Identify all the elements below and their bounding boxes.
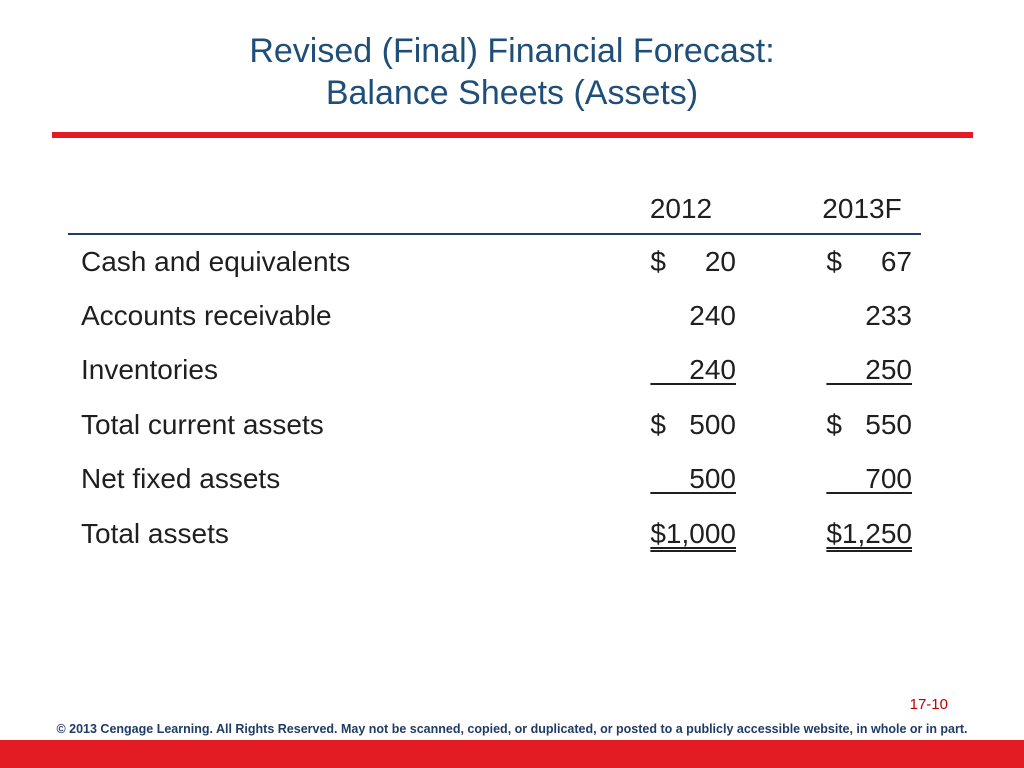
value-2012: 500 (650, 463, 736, 494)
value-2013f: $ 67 (826, 246, 912, 277)
copyright-notice: © 2013 Cengage Learning. All Rights Rese… (56, 722, 968, 736)
value-2012: 240 (689, 300, 736, 331)
footer-bar (0, 740, 1024, 768)
value-2012: $ 20 (650, 246, 736, 277)
slide-title: Revised (Final) Financial Forecast: Bala… (0, 30, 1024, 114)
row-label: Accounts receivable (81, 300, 332, 331)
slide-number: 17-10 (909, 696, 948, 713)
row-label: Total current assets (81, 409, 324, 440)
slide-title-line-2: Balance Sheets (Assets) (325, 74, 699, 112)
column-header-2013f: 2013F (822, 193, 902, 224)
table-header-rule (68, 233, 921, 235)
title-divider (52, 132, 973, 138)
row-label: Total assets (81, 518, 229, 549)
value-2013f: 233 (865, 300, 912, 331)
value-2012: $ 500 (650, 409, 736, 440)
value-2013f: 700 (826, 463, 912, 494)
value-2013f: $ 550 (826, 409, 912, 440)
value-2013f: 250 (826, 354, 912, 385)
row-label: Inventories (81, 354, 218, 385)
value-2012: 240 (650, 354, 736, 385)
value-2012: $1,000 (650, 518, 736, 549)
slide-title-line-1: Revised (Final) Financial Forecast: (249, 32, 775, 70)
column-header-2012: 2012 (649, 193, 713, 224)
row-label: Net fixed assets (81, 463, 281, 494)
row-label: Cash and equivalents (81, 246, 351, 277)
value-2013f: $1,250 (826, 518, 912, 549)
